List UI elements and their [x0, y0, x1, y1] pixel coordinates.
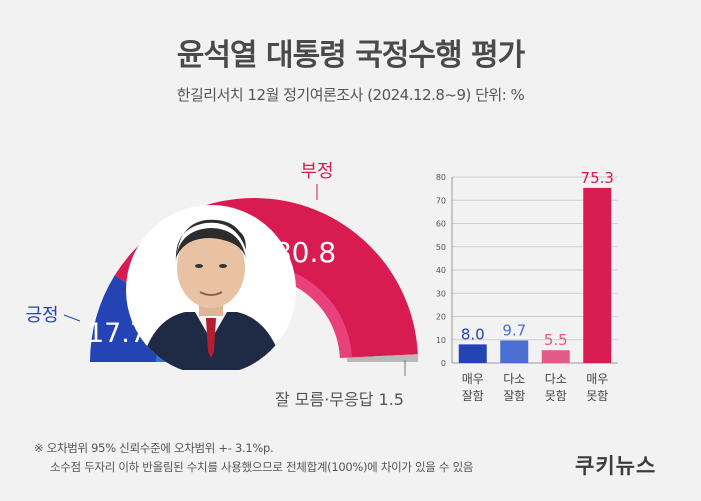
y-tick-label: 0	[441, 359, 446, 368]
bar	[583, 187, 612, 363]
positive-value: 17.7	[87, 318, 147, 349]
bar-chart-bars	[458, 187, 612, 363]
y-tick-label: 50	[436, 243, 446, 252]
unknown-label: 잘 모름·무응답 1.5	[275, 390, 404, 409]
y-tick-label: 60	[436, 220, 446, 229]
category-label: 잘함	[462, 389, 484, 403]
bar-chart-value-labels: 8.0 9.7 5.5 75.3	[461, 169, 614, 349]
bar-value-label: 75.3	[581, 169, 614, 187]
president-portrait	[126, 205, 296, 370]
note-rounding: 소수점 두자리 이하 반올림된 수치를 사용했으므로 전체합계(100%)에 차…	[50, 460, 474, 474]
category-label: 못함	[545, 389, 567, 403]
y-tick-label: 40	[436, 266, 446, 275]
subtitle: 한길리서치 12월 정기여론조사 (2024.12.8~9) 단위: %	[176, 86, 525, 104]
category-label: 매우	[586, 372, 608, 386]
bar-value-label: 8.0	[461, 325, 485, 343]
bar	[541, 350, 570, 363]
gauge-inner-ring-negative	[170, 264, 352, 358]
gauge-segment-unknown	[346, 354, 419, 362]
publisher-logo: 쿠키뉴스	[575, 454, 657, 478]
bar-value-label: 9.7	[502, 321, 526, 339]
negative-value: 80.8	[274, 236, 336, 269]
category-label: 잘함	[503, 389, 525, 403]
y-tick-label: 30	[436, 289, 446, 298]
category-label: 다소	[545, 372, 567, 386]
y-tick-label: 20	[436, 313, 446, 322]
negative-label: 부정	[300, 161, 333, 182]
category-label: 매우	[462, 372, 484, 386]
page-title: 윤석열 대통령 국정수행 평가	[176, 38, 526, 73]
note-margin-of-error: ※ 오차범위 95% 신뢰수준에 오차범위 +- 3.1%p.	[34, 441, 274, 455]
bar	[500, 340, 529, 363]
positive-leader-line	[63, 314, 81, 322]
y-tick-label: 10	[436, 336, 446, 345]
category-label: 못함	[586, 389, 608, 403]
positive-label: 긍정	[25, 305, 58, 326]
y-tick-label: 70	[436, 196, 446, 205]
category-label: 다소	[503, 372, 525, 386]
bar-value-label: 5.5	[544, 331, 568, 349]
y-tick-label: 80	[436, 173, 446, 182]
bar	[458, 344, 487, 363]
